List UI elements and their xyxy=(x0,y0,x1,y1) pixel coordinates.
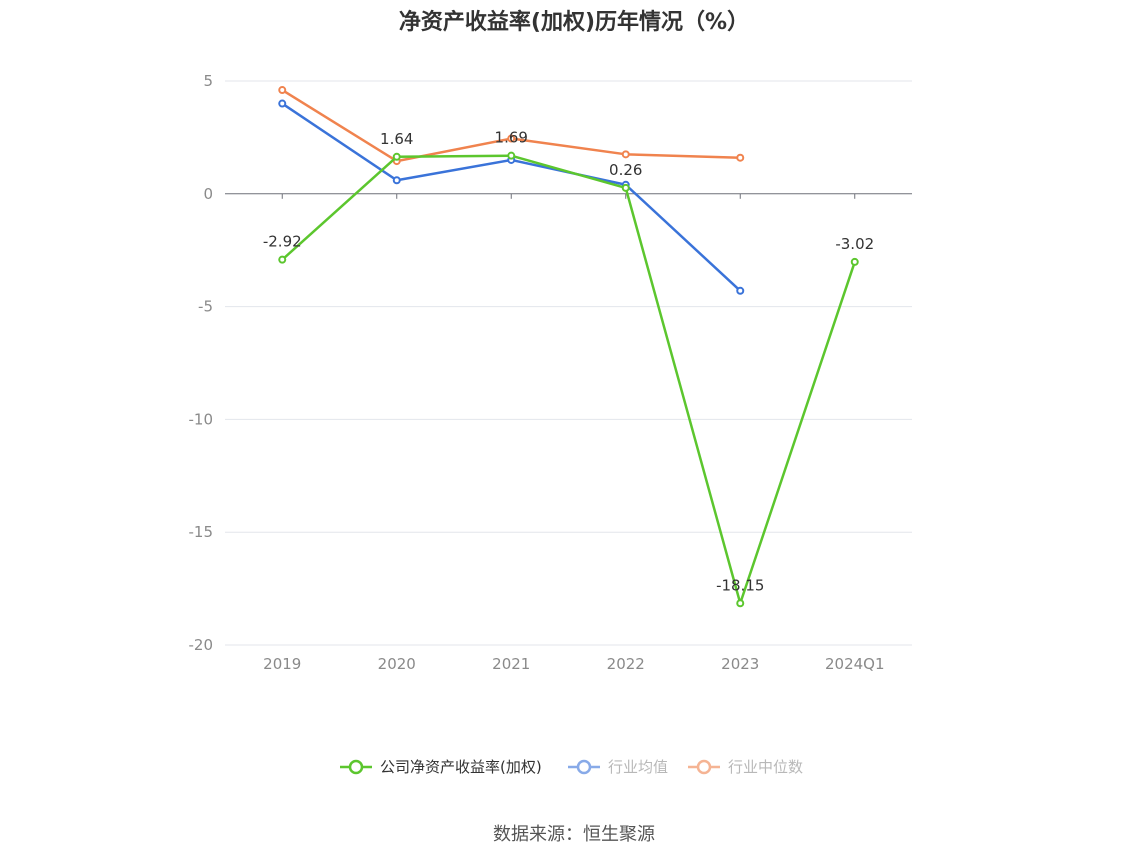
data-point xyxy=(278,86,287,95)
data-label: -18.15 xyxy=(716,576,764,594)
data-point xyxy=(621,183,630,192)
data-label: -2.92 xyxy=(263,233,302,251)
legend-item[interactable]: 公司净资产收益率(加权) xyxy=(340,758,542,776)
legend-label: 行业均值 xyxy=(608,758,668,776)
x-tick-label: 2021 xyxy=(492,655,530,673)
series-line xyxy=(281,154,856,605)
data-label: 0.26 xyxy=(609,161,642,179)
data-label: 1.64 xyxy=(380,130,413,148)
data-point xyxy=(736,599,745,608)
legend-marker xyxy=(696,759,712,775)
legend-marker xyxy=(576,759,592,775)
data-point xyxy=(278,255,287,264)
x-tick-label: 2023 xyxy=(721,655,759,673)
legend-item[interactable]: 行业中位数 xyxy=(688,758,803,776)
y-tick-label: -5 xyxy=(198,298,213,316)
grid-lines xyxy=(225,80,912,646)
legend[interactable]: 公司净资产收益率(加权) 行业均值 行业中位数 xyxy=(340,758,803,776)
y-tick-label: 0 xyxy=(203,185,213,203)
data-labels: -2.92 1.64 1.69 0.26 -18.15 -3.02 xyxy=(263,129,874,595)
data-label: -3.02 xyxy=(835,235,874,253)
data-point xyxy=(850,257,859,266)
legend-item[interactable]: 行业均值 xyxy=(568,758,668,776)
data-point xyxy=(507,151,516,160)
data-point xyxy=(736,153,745,162)
data-source: 数据来源：恒生聚源 xyxy=(493,824,655,845)
data-point xyxy=(736,286,745,295)
data-point xyxy=(278,99,287,108)
series-group xyxy=(278,86,859,608)
data-point xyxy=(392,152,401,161)
data-point xyxy=(392,176,401,185)
y-tick-label: -15 xyxy=(189,523,214,541)
x-tick-label: 2020 xyxy=(378,655,416,673)
y-tick-label: 5 xyxy=(203,72,213,90)
legend-label: 行业中位数 xyxy=(728,758,803,776)
y-tick-label: -10 xyxy=(189,410,214,428)
y-tick-label: -20 xyxy=(189,636,214,654)
legend-marker xyxy=(348,759,364,775)
data-point xyxy=(507,134,516,143)
x-tick-label: 2019 xyxy=(263,655,301,673)
x-tick-label: 2022 xyxy=(607,655,645,673)
data-label: 1.69 xyxy=(495,129,528,147)
y-axis: 5 0 -5 -10 -15 -20 xyxy=(189,72,214,654)
legend-label: 公司净资产收益率(加权) xyxy=(380,758,542,776)
chart-title: 净资产收益率(加权)历年情况（%） xyxy=(398,10,750,35)
x-axis: 2019 2020 2021 2022 2023 2024Q1 xyxy=(225,193,912,673)
data-point xyxy=(621,150,630,159)
x-tick-label: 2024Q1 xyxy=(825,655,885,673)
